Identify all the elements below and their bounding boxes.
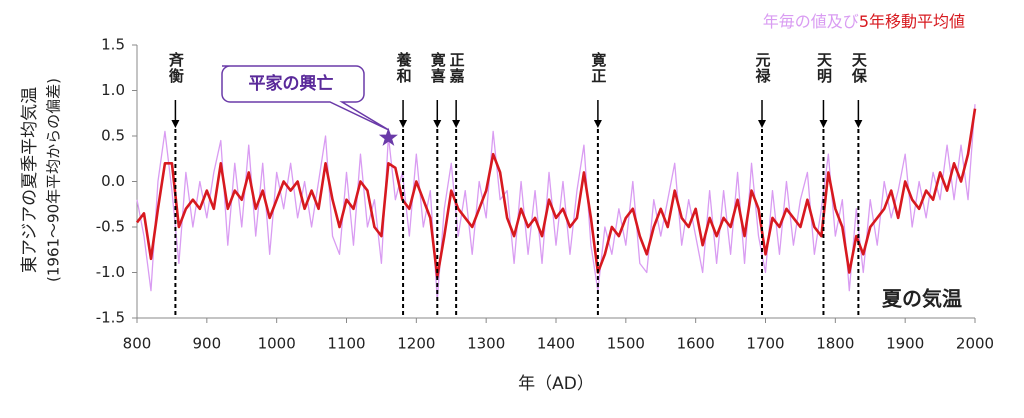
legend-entry: 年毎の値 (763, 12, 827, 31)
x-axis-title: 年（AD） (518, 374, 594, 394)
callout-text: 平家の興亡 (249, 73, 334, 94)
event-label: 正嘉 (448, 52, 466, 84)
event-arrowhead (452, 120, 461, 128)
x-tick-label: 1800 (816, 335, 854, 353)
event-label: 寛喜 (429, 51, 447, 84)
x-tick-label: 1900 (886, 335, 924, 353)
event-arrowhead (593, 120, 602, 128)
y-axis-subtitle: (1961～90年平均からの偏差) (45, 78, 63, 282)
y-tick-label: 1.0 (101, 81, 125, 99)
x-tick-label: 1100 (327, 335, 365, 353)
x-tick-label: 1600 (677, 335, 715, 353)
event-label: 寛正 (589, 51, 607, 84)
y-axis-title: 東アジアの夏季平均気温 (20, 87, 40, 273)
x-tick-label: 1400 (537, 335, 575, 353)
event-arrowhead (433, 120, 442, 128)
event-label: 天保 (850, 52, 868, 84)
event-arrowhead (819, 120, 828, 128)
event-arrowhead (854, 120, 863, 128)
series-line (135, 108, 977, 279)
event-arrowhead (758, 120, 767, 128)
legend-conjunction: 及び (827, 12, 859, 31)
y-tick-label: -1.5 (96, 309, 125, 327)
event-arrowhead (399, 120, 408, 128)
legend-entry: 5年移動平均値 (859, 12, 965, 31)
y-tick-label: 0.5 (101, 127, 125, 145)
x-tick-label: 1700 (746, 335, 784, 353)
x-tick-label: 900 (193, 335, 222, 353)
x-tick-label: 800 (123, 335, 152, 353)
x-tick-label: 2000 (956, 335, 994, 353)
x-tick-label: 1300 (467, 335, 505, 353)
event-label: 元禄 (754, 52, 772, 84)
event-label: 天明 (815, 52, 833, 84)
callout-star (378, 127, 398, 146)
y-tick-label: 1.5 (101, 36, 125, 54)
legend: 年毎の値及び5年移動平均値 (763, 12, 965, 31)
x-tick-label: 1500 (607, 335, 645, 353)
x-tick-label: 1000 (258, 335, 296, 353)
x-tick-label: 1200 (397, 335, 435, 353)
chart-label: 夏の気温 (882, 287, 962, 311)
y-tick-label: 0.0 (101, 172, 125, 190)
series-line (136, 104, 976, 301)
event-label: 養和 (395, 51, 413, 84)
y-tick-label: -1.0 (96, 263, 125, 281)
y-tick-label: -0.5 (96, 218, 125, 236)
event-label: 斉衡 (167, 51, 185, 84)
event-arrowhead (171, 120, 180, 128)
